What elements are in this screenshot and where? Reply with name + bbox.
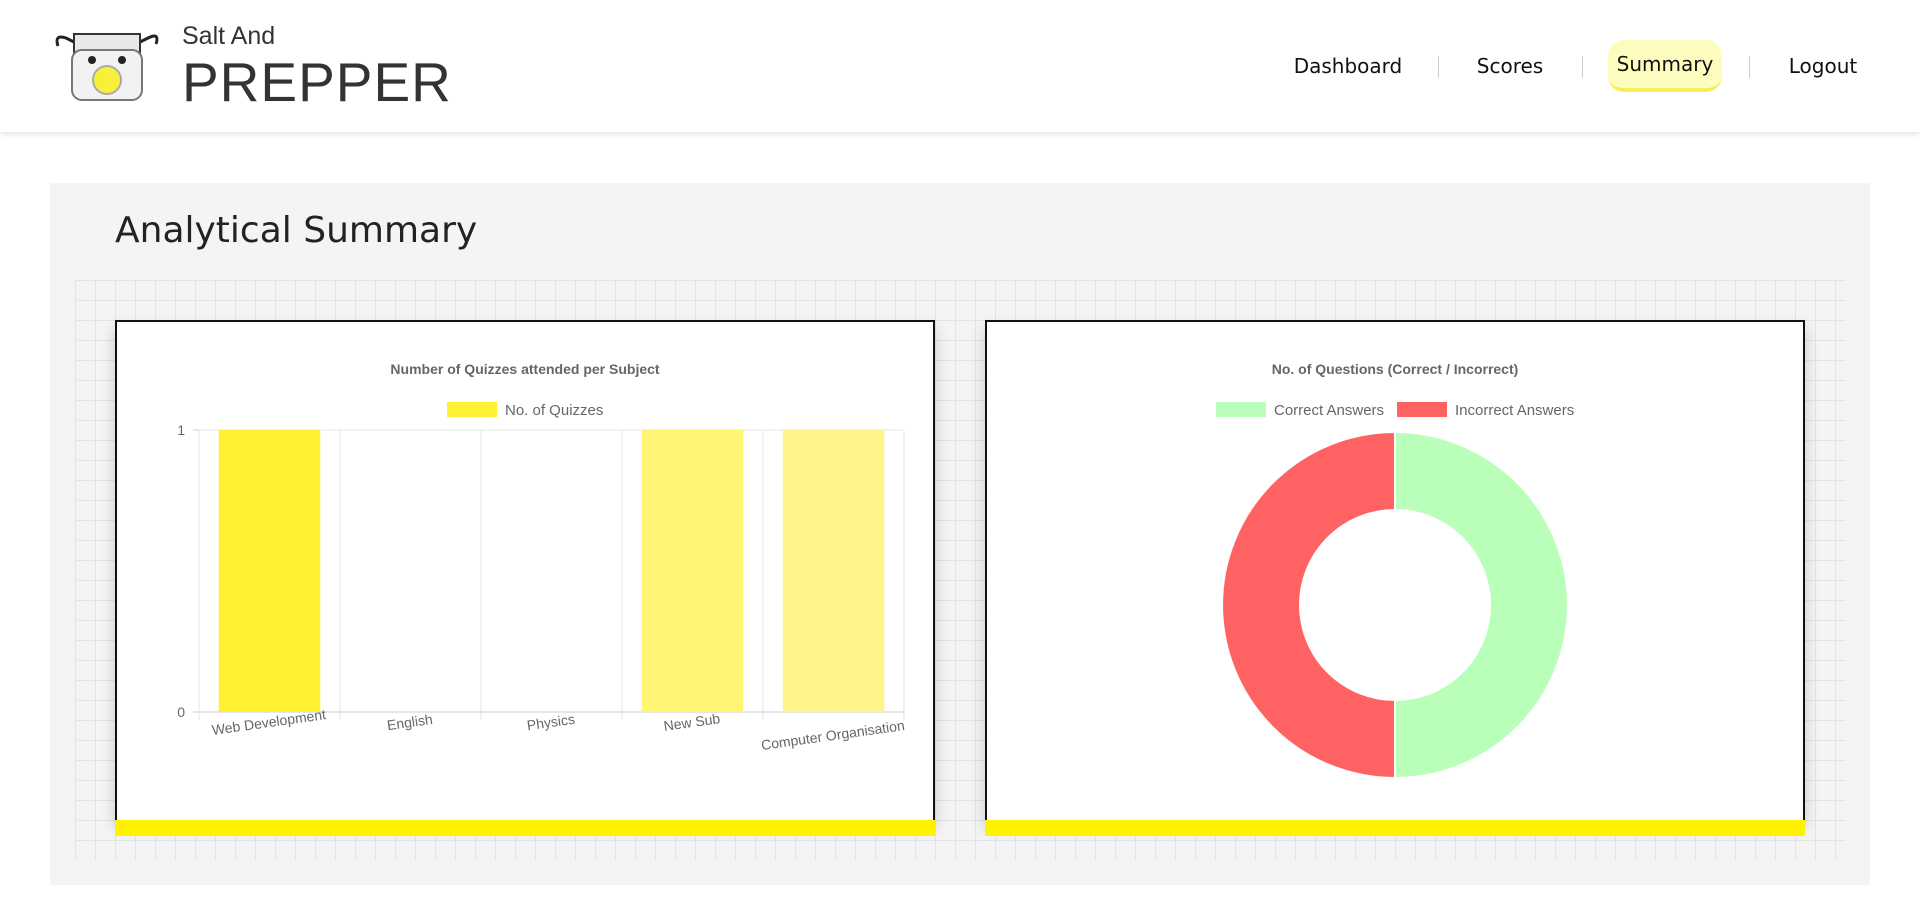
bar-new-sub <box>641 430 744 712</box>
legend-swatch <box>447 402 497 417</box>
nav-logout[interactable]: Logout <box>1788 54 1858 78</box>
chart-title: No. of Questions (Correct / Incorrect) <box>1272 361 1519 377</box>
y-tick-label: 1 <box>177 422 185 438</box>
bar-chart-card: Number of Quizzes attended per Subject No… <box>115 320 935 836</box>
bar-computer-organisation <box>782 430 885 712</box>
legend-swatch-correct <box>1216 402 1266 417</box>
nav-divider <box>1582 56 1583 78</box>
nav-divider <box>1749 56 1750 78</box>
x-tick-label: Physics <box>526 711 576 734</box>
doughnut-chart-card: No. of Questions (Correct / Incorrect) Co… <box>985 320 1805 836</box>
legend-label-incorrect: Incorrect Answers <box>1455 402 1574 419</box>
top-header: Salt And PREPPER Dashboard Scores Summar… <box>0 0 1920 132</box>
slice-incorrect-answers <box>1221 430 1396 780</box>
x-tick-label: English <box>386 711 434 733</box>
brand-tagline: Salt And <box>182 22 276 50</box>
legend-swatch-incorrect <box>1397 402 1447 417</box>
legend-label: No. of Quizzes <box>505 402 603 419</box>
bar-web-development <box>218 430 321 712</box>
bar-chart: Number of Quizzes attended per Subject No… <box>177 361 906 753</box>
nav-divider <box>1438 56 1439 78</box>
egg-mascot-icon <box>55 33 159 101</box>
legend-label-correct: Correct Answers <box>1274 402 1384 419</box>
logo[interactable] <box>52 28 162 104</box>
nav-scores[interactable]: Scores <box>1476 54 1544 78</box>
page-title: Analytical Summary <box>115 210 478 251</box>
slice-correct-answers <box>1394 430 1569 780</box>
nav-summary[interactable]: Summary <box>1608 40 1722 92</box>
x-tick-label: Computer Organisation <box>760 717 906 753</box>
x-tick-label: New Sub <box>663 710 722 734</box>
chart-title: Number of Quizzes attended per Subject <box>390 361 659 377</box>
y-tick-label: 0 <box>177 704 185 720</box>
doughnut-chart: No. of Questions (Correct / Incorrect) Co… <box>1216 361 1574 780</box>
nav-dashboard[interactable]: Dashboard <box>1293 54 1403 78</box>
brand-name: PREPPER <box>182 51 452 113</box>
